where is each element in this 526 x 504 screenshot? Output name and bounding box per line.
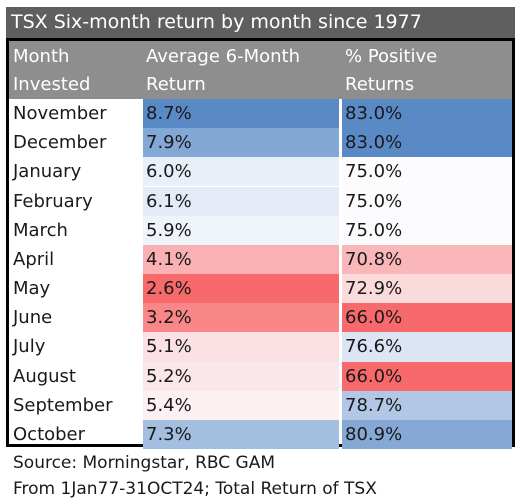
percent-positive-cell-fill (342, 390, 512, 420)
percent-positive-cell-fill (342, 99, 512, 129)
month-label: June (13, 307, 53, 329)
average-return-cell-fill (143, 419, 339, 450)
average-return-cell-fill (143, 361, 339, 391)
average-return-value: 5.2% (146, 365, 192, 387)
average-return-cell-fill (143, 332, 339, 362)
average-return-cell-fill (143, 186, 339, 216)
percent-positive-value: 66.0% (345, 307, 403, 329)
percent-positive-value: 76.6% (345, 336, 403, 358)
month-label: February (13, 190, 93, 212)
column-header-percent-positive: % Positive Returns (345, 43, 437, 99)
average-return-value: 3.2% (146, 307, 192, 329)
percent-positive-value: 75.0% (345, 219, 403, 241)
column-header-month-line-2: Invested (13, 74, 91, 95)
average-return-cell-fill (143, 303, 339, 333)
month-label: August (13, 365, 76, 387)
percent-positive-cell-fill (342, 215, 512, 245)
column-header-month-line-1: Month (13, 46, 70, 67)
average-return-cell-fill (143, 244, 339, 274)
column-header-average-return-line-1: Average 6-Month (146, 46, 301, 67)
percent-positive-value: 83.0% (345, 103, 403, 124)
month-label: January (13, 161, 82, 183)
percent-positive-cell-fill (342, 244, 512, 274)
average-return-cell-fill (143, 274, 339, 304)
percent-positive-cell-fill (342, 274, 512, 304)
percent-positive-cell-fill (342, 303, 512, 333)
returns-table: Month Invested Average 6-Month Return % … (6, 38, 515, 450)
average-return-value: 5.1% (146, 336, 192, 358)
percent-positive-cell-fill (342, 157, 512, 187)
percent-positive-cell-fill (342, 186, 512, 216)
percent-positive-value: 66.0% (345, 365, 403, 387)
table-header: Month Invested Average 6-Month Return % … (9, 41, 512, 99)
chart-title: TSX Six-month return by month since 1977 (6, 7, 515, 38)
percent-positive-cell-fill (342, 361, 512, 391)
column-header-average-return-line-2: Return (146, 74, 206, 95)
average-return-cell-fill (143, 157, 339, 187)
average-return-value: 8.7% (146, 103, 192, 124)
average-return-cell-fill (143, 99, 339, 129)
average-return-value: 5.4% (146, 394, 192, 416)
percent-positive-cell-fill (342, 128, 512, 158)
percent-positive-value: 83.0% (345, 132, 403, 154)
column-header-percent-positive-line-2: Returns (345, 74, 415, 95)
source-line-2: From 1Jan77-31OCT24; Total Return of TSX (13, 479, 377, 499)
column-header-month: Month Invested (13, 43, 90, 99)
month-label: October (13, 423, 86, 445)
month-label: September (13, 394, 113, 416)
source-line-1: Source: Morningstar, RBC GAM (13, 453, 275, 473)
percent-positive-value: 80.9% (345, 423, 403, 445)
average-return-value: 7.9% (146, 132, 192, 154)
month-label: April (13, 248, 55, 270)
month-label: March (13, 219, 68, 241)
average-return-value: 2.6% (146, 278, 192, 300)
average-return-value: 5.9% (146, 219, 192, 241)
month-label: November (13, 103, 107, 124)
percent-positive-cell-fill (342, 419, 512, 450)
month-label: July (13, 336, 46, 358)
percent-positive-value: 75.0% (345, 161, 403, 183)
percent-positive-value: 72.9% (345, 278, 403, 300)
column-header-average-return: Average 6-Month Return (146, 43, 300, 99)
average-return-value: 6.0% (146, 161, 192, 183)
average-return-value: 6.1% (146, 190, 192, 212)
month-label: December (13, 132, 107, 154)
average-return-cell-fill (143, 128, 339, 158)
average-return-value: 4.1% (146, 248, 192, 270)
percent-positive-value: 70.8% (345, 248, 403, 270)
percent-positive-value: 78.7% (345, 394, 403, 416)
average-return-cell-fill (143, 215, 339, 245)
percent-positive-cell-fill (342, 332, 512, 362)
month-label: May (13, 278, 51, 300)
average-return-cell-fill (143, 390, 339, 420)
column-header-percent-positive-line-1: % Positive (345, 46, 438, 67)
average-return-value: 7.3% (146, 423, 192, 445)
percent-positive-value: 75.0% (345, 190, 403, 212)
